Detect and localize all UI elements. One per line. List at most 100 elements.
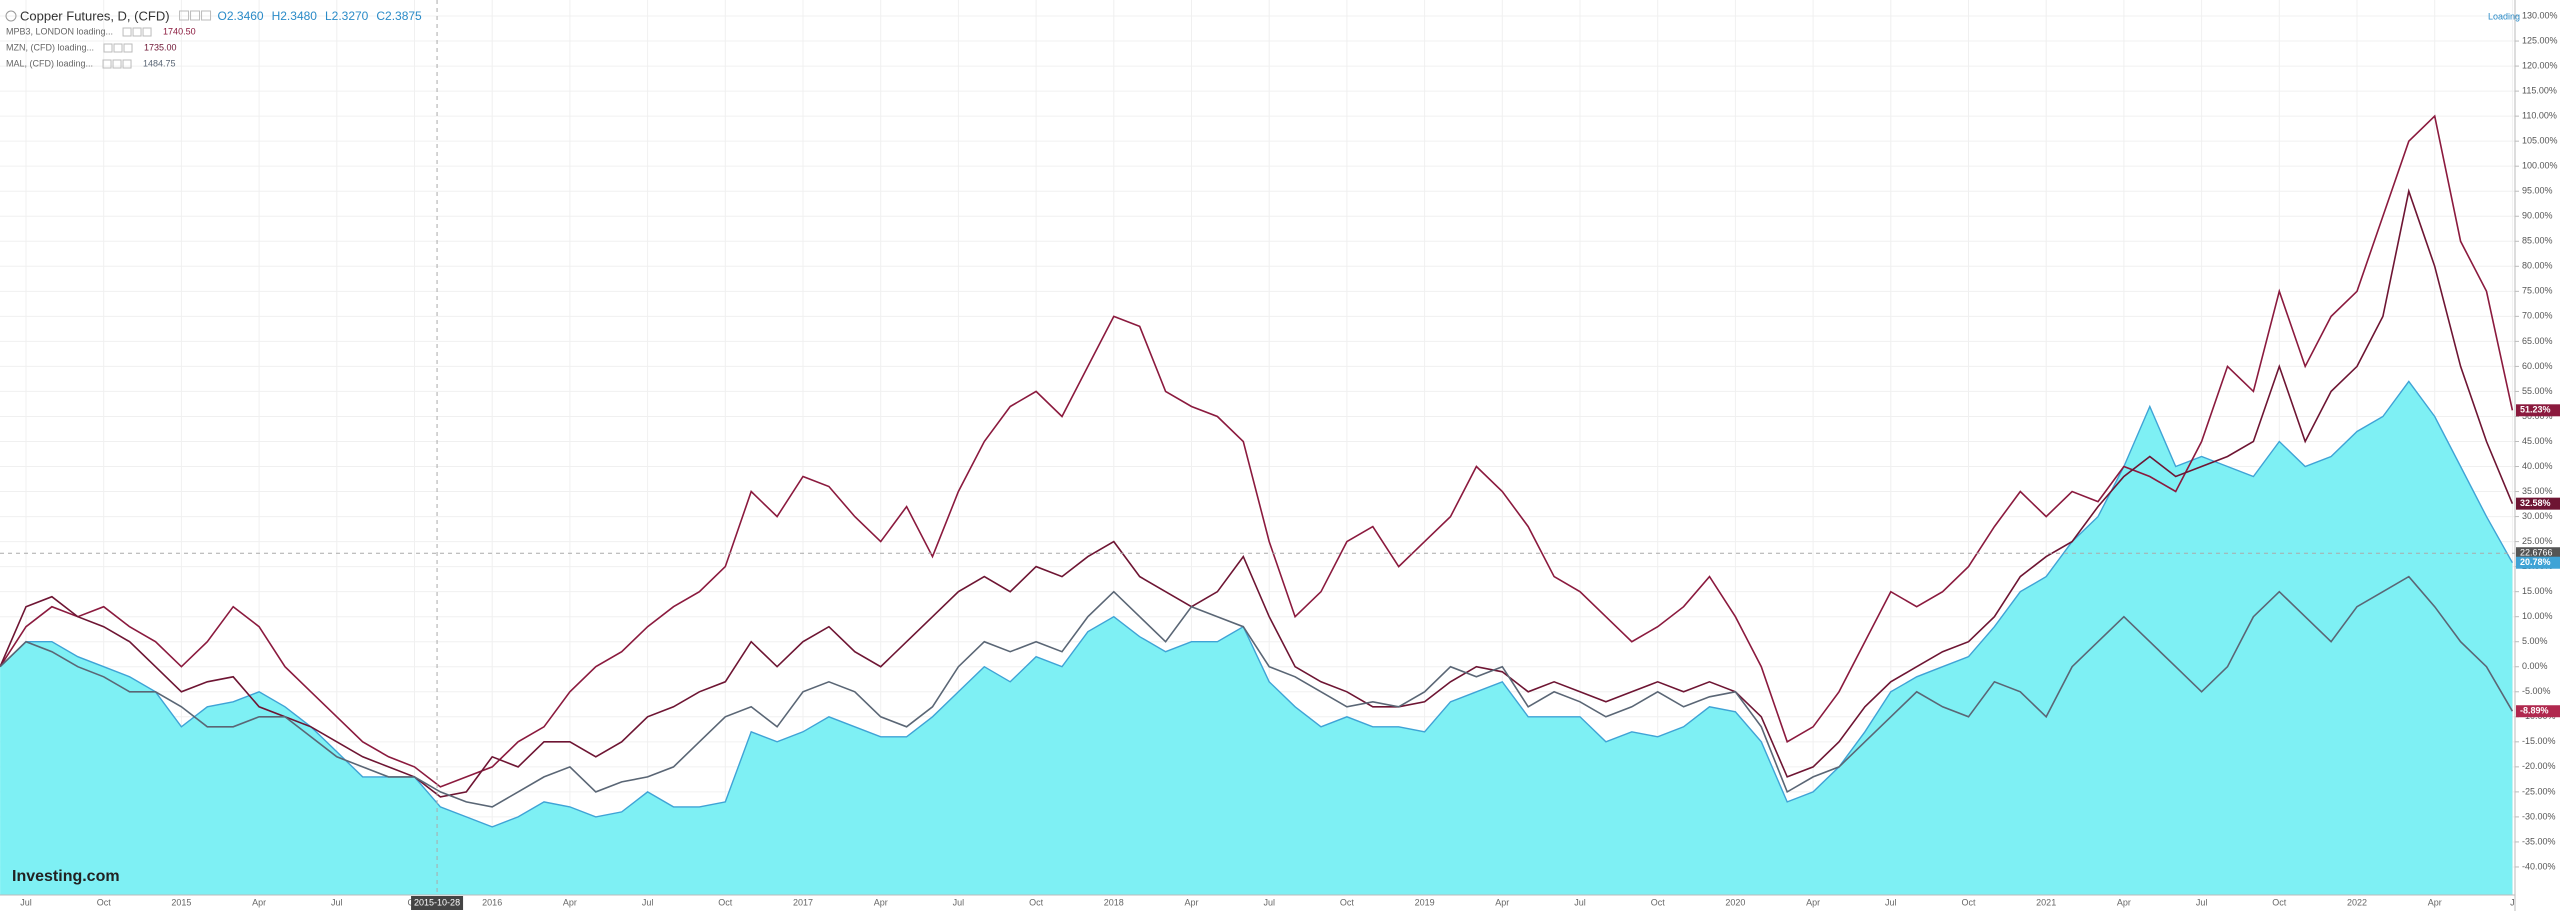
x-tick-label: Jul <box>1574 897 1586 907</box>
y-tick-label: -35.00% <box>2522 836 2556 846</box>
x-tick-label: Jul <box>20 897 32 907</box>
crosshair-y-box <box>2516 547 2560 560</box>
ohlc-value: O2.3460 <box>218 9 264 23</box>
line <box>0 575 2514 808</box>
y-tick-label: 5.00% <box>2522 636 2548 646</box>
legend-icon[interactable] <box>112 59 122 69</box>
x-tick-label: Apr <box>252 897 266 907</box>
y-tick-label: 120.00% <box>2522 60 2558 70</box>
y-tick-label: 80.00% <box>2522 261 2553 271</box>
logo: Investing.com <box>12 868 120 885</box>
y-tick-label: 0.00% <box>2522 661 2548 671</box>
x-tick-label: Jul <box>642 897 654 907</box>
y-tick-label: 85.00% <box>2522 236 2553 246</box>
legend-name: MZN, (CFD) loading... <box>6 42 94 52</box>
y-tick-label: 75.00% <box>2522 286 2553 296</box>
x-tick-label: 2022 <box>2347 897 2367 907</box>
last-value-box <box>2516 497 2560 510</box>
y-tick-label: 25.00% <box>2522 536 2553 546</box>
y-tick-label: -30.00% <box>2522 811 2556 821</box>
collapse-icon[interactable] <box>5 10 17 22</box>
x-tick-label: Apr <box>1184 897 1198 907</box>
y-tick-label: 30.00% <box>2522 511 2553 521</box>
last-value-label: 51.23% <box>2520 405 2551 415</box>
y-tick-label: 110.00% <box>2522 111 2557 121</box>
x-tick-label: 2020 <box>1725 897 1745 907</box>
x-tick-label: Apr <box>2117 897 2131 907</box>
line <box>0 380 2514 828</box>
x-tick-label: Jul <box>2196 897 2208 907</box>
x-tick-label: 2015 <box>171 897 191 907</box>
ohlc-value: H2.3480 <box>272 9 318 23</box>
legend-icon[interactable] <box>132 27 142 37</box>
ohlc-value: L2.3270 <box>325 9 369 23</box>
x-tick-label: Apr <box>2428 897 2442 907</box>
y-tick-label: 35.00% <box>2522 486 2553 496</box>
y-tick-label: 115.00% <box>2522 85 2557 95</box>
last-value-box <box>2516 404 2560 417</box>
crosshair-x-box <box>411 896 464 910</box>
last-value-label: 20.78% <box>2520 557 2551 567</box>
x-tick-label: Jul <box>953 897 965 907</box>
legend-icon[interactable] <box>103 43 113 53</box>
x-tick-label: Oct <box>1029 897 1044 907</box>
legend-icon[interactable] <box>190 10 201 21</box>
legend-icon[interactable] <box>113 43 123 53</box>
y-tick-label: 40.00% <box>2522 461 2553 471</box>
crosshair-y-label: 22.6766 <box>2520 548 2553 558</box>
legend-name: MAL, (CFD) loading... <box>6 58 93 68</box>
y-tick-label: 125.00% <box>2522 35 2558 45</box>
plot <box>0 0 2515 895</box>
legend-icon[interactable] <box>179 10 190 21</box>
area <box>0 381 2513 895</box>
y-tick-label: -40.00% <box>2522 861 2556 871</box>
ohlc-value: C2.3875 <box>376 9 422 23</box>
axes: -40.00% -35.00% -30.00% -25.00% -20.00% -15.0… <box>20 10 2560 910</box>
status: Loading <box>2488 11 2520 21</box>
x-tick-label: 2018 <box>1104 897 1124 907</box>
x-tick-label: Jul <box>1263 897 1275 907</box>
y-tick-label: -20.00% <box>2522 761 2556 771</box>
legend-icon[interactable] <box>122 59 132 69</box>
x-tick-label: Oct <box>1961 897 1976 907</box>
x-tick-label: Jul <box>1885 897 1897 907</box>
y-tick-label: 130.00% <box>2522 10 2558 20</box>
legend-icon[interactable] <box>123 43 133 53</box>
y-tick-label: 95.00% <box>2522 186 2553 196</box>
x-tick-label: Apr <box>563 897 577 907</box>
y-tick-label: 100.00% <box>2522 161 2558 171</box>
legend-value: 1740.50 <box>163 26 196 36</box>
x-tick-label: Apr <box>874 897 888 907</box>
x-tick-label: 2016 <box>482 897 502 907</box>
x-tick-label: J <box>2510 897 2515 907</box>
y-tick-label: 15.00% <box>2522 586 2553 596</box>
x-tick-label: Oct <box>1651 897 1666 907</box>
y-tick-label: 45.00% <box>2522 436 2553 446</box>
y-tick-label: 105.00% <box>2522 136 2558 146</box>
last-value-label: -8.89% <box>2520 706 2549 716</box>
last-value-label: 32.58% <box>2520 498 2551 508</box>
legend-value: 1484.75 <box>143 58 176 68</box>
x-tick-label: Apr <box>1806 897 1820 907</box>
x-tick-label: Oct <box>97 897 112 907</box>
last-value-box <box>2516 556 2560 569</box>
y-tick-label: -5.00% <box>2522 686 2551 696</box>
crosshair-x-label: 2015-10-28 <box>414 897 460 907</box>
y-tick-label: 70.00% <box>2522 311 2553 321</box>
x-tick-label: Jul <box>331 897 343 907</box>
x-tick-label: Oct <box>2272 897 2287 907</box>
y-tick-label: 90.00% <box>2522 211 2553 221</box>
legend-icon[interactable] <box>102 59 112 69</box>
x-tick-label: 2019 <box>1415 897 1435 907</box>
legend-icon[interactable] <box>122 27 132 37</box>
legend-value: 1735.00 <box>144 42 177 52</box>
legend-title: Copper Futures, D, (CFD) <box>20 8 170 23</box>
last-value-box <box>2516 705 2560 718</box>
x-tick-label: 2017 <box>793 897 813 907</box>
y-tick-label: -25.00% <box>2522 786 2556 796</box>
legend-icon[interactable] <box>201 10 212 21</box>
legend-name: MPB3, LONDON loading... <box>6 26 113 36</box>
legend-icon[interactable] <box>142 27 152 37</box>
legend: Copper Futures, D, (CFD) O2.3460 H2.3480 L… <box>5 8 422 69</box>
